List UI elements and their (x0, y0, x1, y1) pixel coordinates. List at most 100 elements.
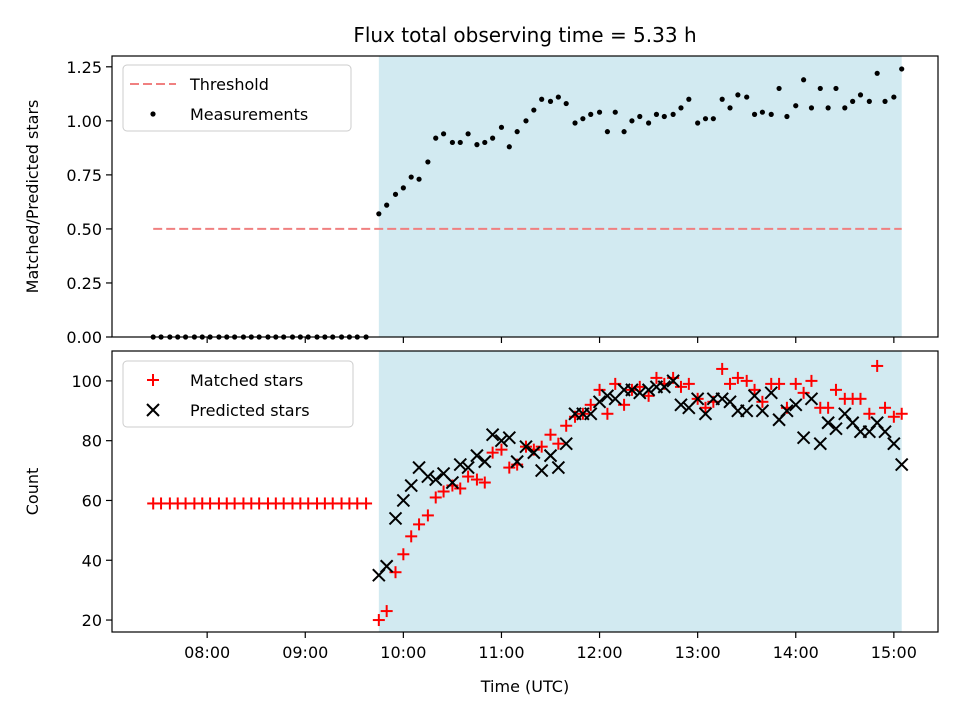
matched-star-point (437, 485, 450, 498)
ratio-legend: Threshold Measurements (122, 64, 352, 132)
count-panel: 20 40 60 80 100 08:00 09:00 10:00 11:00 12:00 13:0… (23, 350, 939, 662)
measurement-point (719, 96, 725, 102)
matched-star-point (887, 410, 900, 423)
ratio-y-tick-label: 1.25 (66, 58, 102, 77)
matched-star-point (682, 377, 695, 390)
predicted-star-point (559, 436, 573, 451)
predicted-star-point (453, 457, 467, 472)
matched-star-point (421, 509, 434, 522)
matched-star-point (560, 419, 573, 432)
predicted-star-point (813, 436, 827, 451)
count-points (147, 359, 909, 627)
predicted-star-point (379, 559, 394, 573)
measurement-point (784, 113, 790, 120)
measurement-point (891, 94, 897, 100)
measurement-point (850, 98, 856, 104)
measurement-point (727, 105, 733, 111)
predicted-star-point (829, 422, 843, 436)
x-tick-label: 11:00 (478, 643, 524, 662)
measurement-point (449, 139, 456, 146)
measurement-point (646, 120, 652, 126)
matched-star-point (642, 389, 655, 402)
measurement-point (408, 174, 414, 180)
matched-star-point (773, 377, 786, 390)
x-tick-label: 09:00 (282, 643, 328, 662)
measurement-point (744, 94, 750, 100)
measurement-point (604, 129, 611, 135)
measurement-point (793, 103, 799, 109)
measurement-point (514, 129, 520, 135)
matched-star-point (748, 383, 761, 396)
observing-span-shade-bottom (378, 351, 902, 632)
measurement-point (490, 135, 496, 141)
x-tick-label: 14:00 (773, 643, 819, 662)
measurement-point (563, 100, 569, 107)
matched-star-point (470, 473, 483, 486)
predicted-star-point (600, 389, 615, 403)
predicted-star-point (674, 398, 688, 412)
measurement-point (629, 118, 635, 124)
measurement-point (670, 111, 676, 117)
measurement-point (588, 111, 594, 117)
measurement-point (768, 111, 774, 117)
matched-star-point (731, 371, 744, 384)
measurement-point (702, 116, 709, 122)
x-tick-label: 10:00 (380, 643, 426, 662)
count-y-tick-label: 60 (82, 491, 102, 510)
measurement-point (482, 139, 488, 146)
measurement-point (621, 129, 627, 135)
measurement-point (539, 96, 545, 102)
matched-star-point (601, 407, 614, 420)
matched-star-point (674, 380, 687, 393)
predicted-star-point (445, 475, 460, 490)
ratio-panel-frame (111, 55, 939, 338)
count-legend-box (122, 360, 354, 428)
matched-star-point (716, 362, 729, 375)
predicted-star-point (429, 472, 443, 487)
count-y-tick-label: 40 (82, 551, 102, 570)
predicted-star-point (633, 386, 647, 400)
predicted-star-point (388, 511, 403, 526)
predicted-star-point (625, 383, 639, 397)
predicted-legend-marker (146, 403, 160, 417)
measurement-point (547, 98, 554, 104)
matched-star-point (372, 614, 385, 627)
matched-star-point (380, 605, 393, 618)
matched-star-point (397, 548, 410, 561)
x-tick-label: 12:00 (577, 643, 623, 662)
predicted-star-point (739, 404, 754, 418)
measurement-point (653, 111, 660, 117)
predicted-star-point (821, 416, 835, 430)
predicted-star-point (519, 439, 533, 454)
measurement-points (150, 66, 905, 340)
ratio-y-axis-label: Matched/Predicted stars (23, 100, 42, 294)
measurement-point (580, 116, 586, 122)
matched-legend-label: Matched stars (190, 371, 303, 390)
matched-star-point (724, 377, 737, 390)
predicted-star-point (690, 392, 705, 406)
predicted-star-point (510, 454, 524, 469)
measurement-point (808, 105, 815, 111)
measurement-point (506, 144, 512, 150)
measurement-point (882, 98, 888, 104)
measurement-point (457, 139, 463, 146)
measurement-point (433, 135, 439, 141)
matched-star-point (535, 440, 548, 453)
measurement-point (874, 70, 880, 76)
measurement-point (498, 124, 505, 130)
matched-star-point (895, 407, 908, 420)
predicted-star-point (478, 454, 492, 469)
predicted-star-point (796, 430, 811, 445)
predicted-star-point (494, 433, 509, 448)
measurement-point (817, 85, 823, 92)
measurement-point (751, 111, 758, 117)
matched-star-point (871, 359, 884, 372)
matched-star-point (805, 374, 818, 387)
predicted-star-point (470, 448, 484, 463)
predicted-star-point (878, 425, 892, 439)
matched-star-point (789, 377, 802, 390)
measurement-point (612, 109, 618, 115)
matched-star-point (740, 374, 753, 387)
measurement-point (425, 159, 431, 165)
matched-star-point (413, 518, 426, 531)
